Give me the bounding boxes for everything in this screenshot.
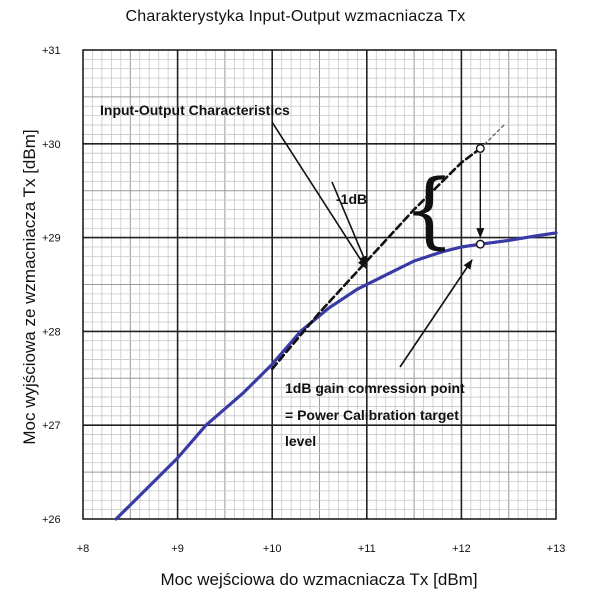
minus-1db-label: -1dB	[336, 191, 367, 207]
io-characteristics-label: Input-Output Characteristics	[100, 102, 290, 118]
series-line-dashed	[270, 147, 482, 371]
series-line-dotted	[479, 124, 505, 150]
x-tick-label: +13	[547, 543, 566, 555]
y-tick-label: +28	[42, 326, 61, 338]
x-axis-label: Moc wejściowa do wzmacniacza Tx [dBm]	[160, 570, 478, 589]
minus-1db-arrow	[331, 181, 368, 266]
brace-symbol: {	[403, 163, 455, 258]
gain-point-arrow	[399, 259, 473, 368]
x-tick-label: +11	[358, 543, 376, 555]
x-tick-label: +8	[77, 543, 90, 555]
series-line-solid	[114, 231, 558, 521]
x-tick-label: +12	[452, 543, 471, 555]
ideal-point-marker	[475, 143, 485, 153]
y-tick-label: +27	[42, 420, 61, 432]
plot-frame	[82, 49, 557, 520]
compression-point-marker	[475, 239, 485, 249]
x-tick-label: +10	[263, 543, 282, 555]
y-tick-label: +30	[42, 139, 61, 151]
x-tick-label: +9	[171, 543, 184, 555]
y-axis-label: Moc wyjściowa ze wzmacniacza Tx [dBm]	[20, 129, 39, 445]
y-tick-label: +26	[42, 514, 61, 526]
y-tick-label: +29	[42, 233, 61, 245]
io-arrow	[271, 121, 367, 269]
gain-point-line-3: level	[285, 433, 316, 449]
gain-point-line-2: = Power Calibration target	[285, 407, 459, 423]
chart-title: Charakterystyka Input-Output wzmacniacza…	[125, 8, 466, 25]
gain-point-line-1: 1dB gain comression point	[285, 380, 465, 396]
y-tick-label: +31	[42, 45, 61, 57]
